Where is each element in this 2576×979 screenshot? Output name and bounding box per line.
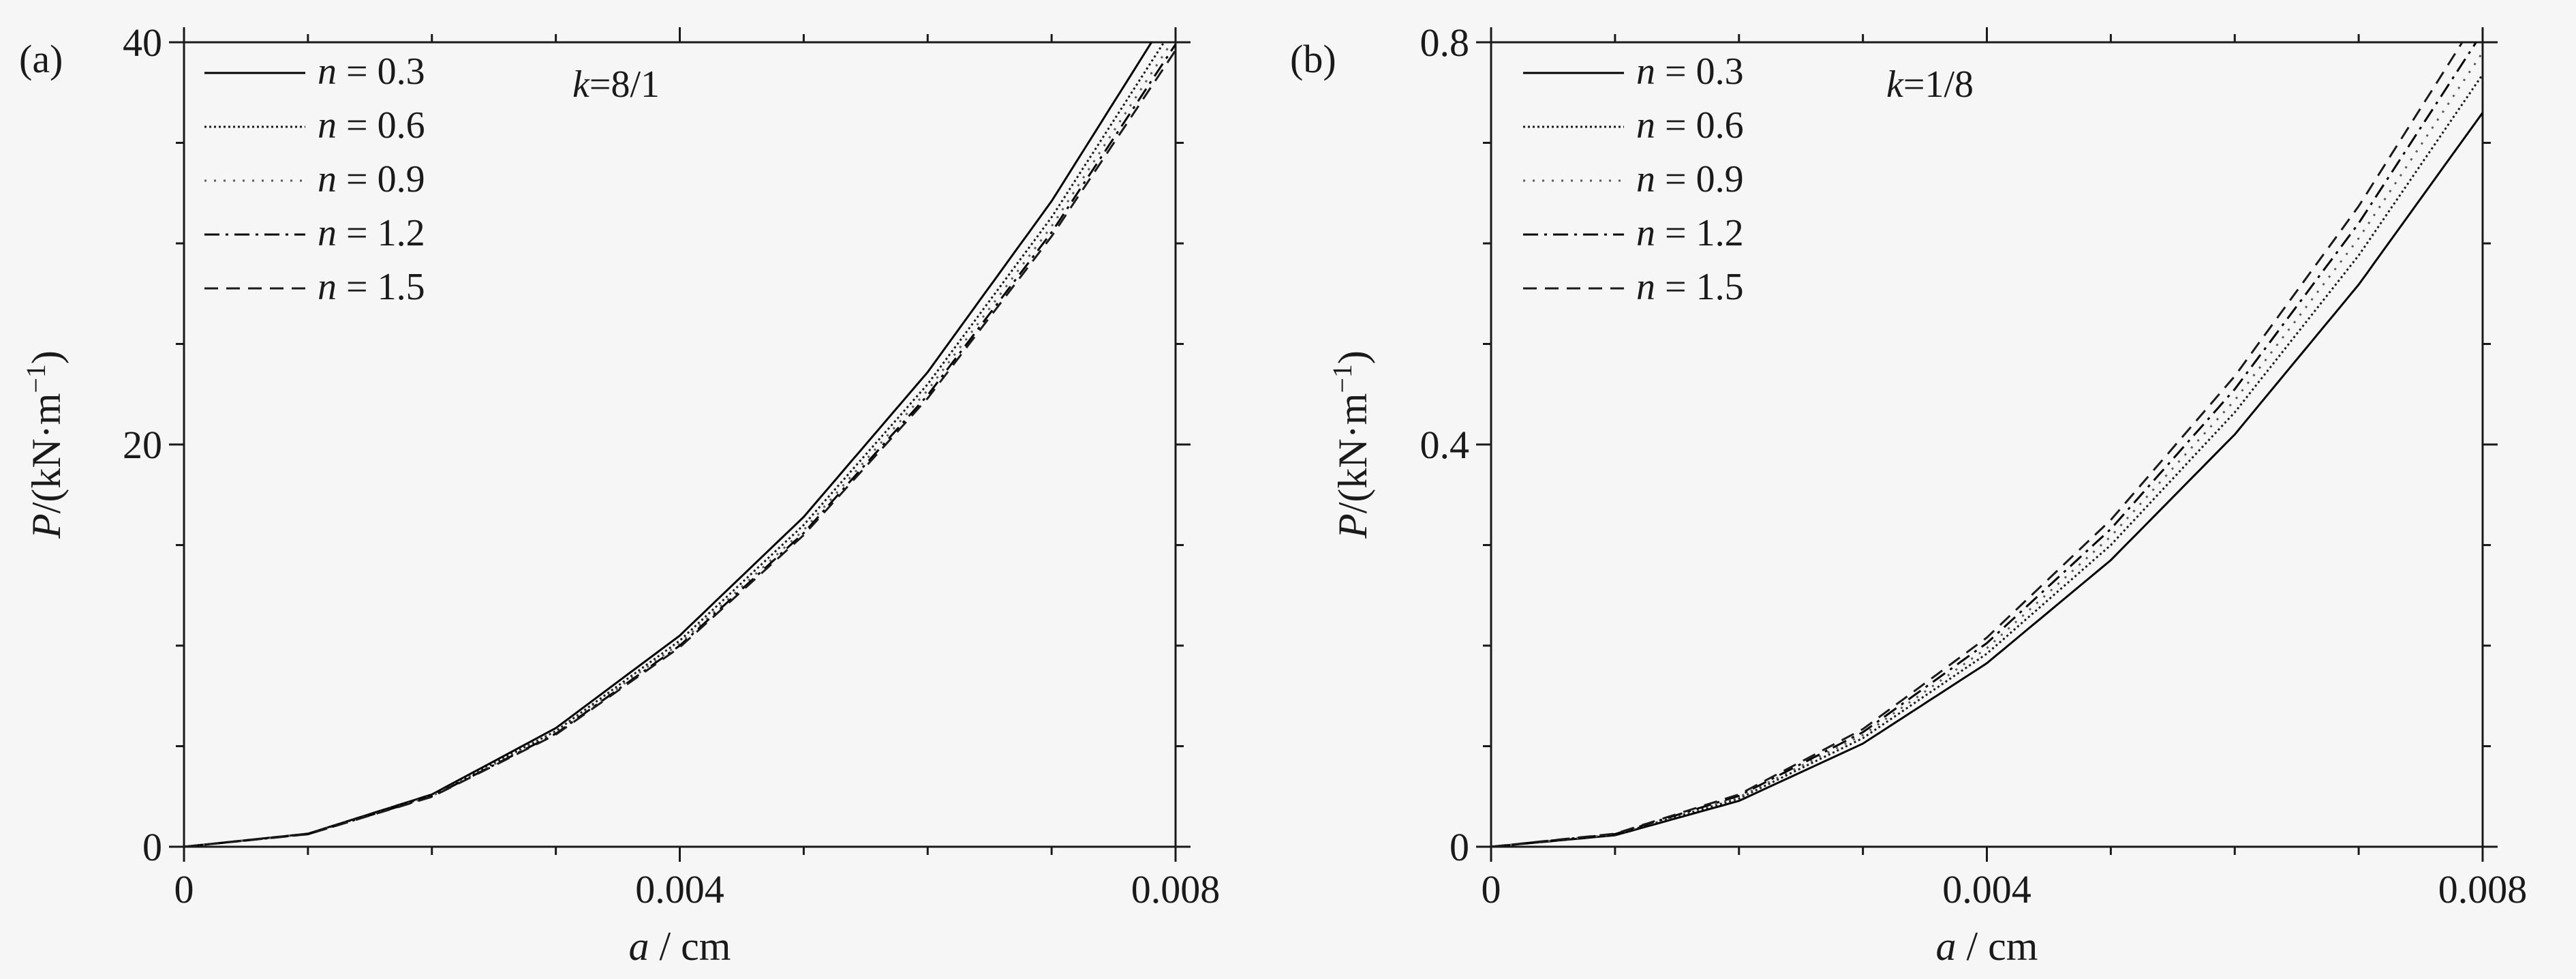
legend-value: 1.5	[1696, 266, 1744, 308]
y-tick-label: 0	[1450, 825, 1469, 869]
series-line-n-0-6	[184, 42, 1165, 847]
y-tick-label: 0.4	[1420, 423, 1470, 467]
y-tick-label: 0	[142, 825, 162, 869]
legend-entry: n = 1.2	[1636, 212, 1744, 254]
k-annotation-eq: =	[589, 63, 611, 106]
k-annotation-value: 8/1	[611, 63, 660, 106]
k-annotation-var: k	[572, 63, 590, 106]
x-axis-label-var: a	[1936, 924, 1957, 969]
legend-eq: =	[1655, 158, 1696, 200]
panel-label: (a)	[19, 37, 63, 81]
x-tick-label: 0.008	[2438, 867, 2528, 912]
legend-var: n	[318, 212, 337, 254]
x-axis-label-unit: / cm	[649, 924, 731, 969]
legend-entry: n = 0.3	[1636, 50, 1744, 93]
legend-entry: n = 0.9	[318, 158, 425, 200]
legend-value: 1.2	[378, 212, 425, 254]
x-axis-label-var: a	[629, 924, 649, 969]
curves-group	[1491, 42, 2483, 847]
legend-var: n	[1636, 266, 1655, 308]
y-tick-label: 20	[123, 423, 162, 467]
legend-value: 1.2	[1696, 212, 1744, 254]
legend-eq: =	[1655, 50, 1696, 93]
series-line-n-1-2	[1491, 42, 2478, 847]
legend-eq: =	[1655, 266, 1696, 308]
legend-var: n	[318, 50, 337, 93]
legend-entry: n = 1.5	[318, 266, 425, 308]
x-tick-label: 0	[174, 867, 194, 912]
legend-eq: =	[1655, 104, 1696, 147]
legend-value: 0.3	[1696, 50, 1744, 93]
legend-entry: n = 1.2	[318, 212, 425, 254]
y-axis-label: P/(kN·m−1)	[20, 350, 69, 539]
legend-eq: =	[337, 50, 378, 93]
x-tick-label: 0.004	[635, 867, 724, 912]
legend-eq: =	[337, 104, 378, 147]
k-annotation-eq: =	[1903, 63, 1925, 106]
legend-var: n	[318, 266, 337, 308]
legend-entry: n = 1.5	[1636, 266, 1744, 308]
legend-value: 1.5	[378, 266, 425, 308]
k-annotation-var: k	[1886, 63, 1904, 106]
series-line-n-0-3	[1491, 112, 2483, 847]
legend-value: 0.3	[378, 50, 425, 93]
x-axis-label: a / cm	[629, 924, 731, 969]
y-axis-label-unit: /(kN·m	[1330, 393, 1375, 514]
k-annotation: k=1/8	[1886, 63, 1974, 106]
series-line-n-1-5	[184, 49, 1176, 847]
legend-var: n	[1636, 50, 1655, 93]
series-line-n-1-2	[184, 44, 1176, 847]
legend-eq: =	[337, 158, 378, 200]
legend-var: n	[1636, 158, 1655, 200]
y-axis-label-sup: −1	[20, 364, 51, 393]
curves-group	[184, 42, 1176, 847]
legend-value: 0.6	[378, 104, 425, 147]
legend-eq: =	[337, 212, 378, 254]
y-axis-label-close: )	[1330, 350, 1375, 364]
k-annotation: k=8/1	[572, 63, 660, 106]
legend-var: n	[318, 158, 337, 200]
x-tick-label: 0	[1482, 867, 1501, 912]
series-line-n-0-9	[1491, 51, 2483, 847]
x-tick-label: 0.008	[1131, 867, 1221, 912]
legend-var: n	[1636, 212, 1655, 254]
y-axis-label: P/(kN·m−1)	[1327, 350, 1375, 539]
legend-value: 0.6	[1696, 104, 1744, 147]
x-tick-label: 0.004	[1942, 867, 2031, 912]
legend-entry: n = 0.6	[318, 104, 425, 147]
k-annotation-value: 1/8	[1925, 63, 1974, 106]
legend-var: n	[318, 104, 337, 147]
y-axis-label-var: P	[1330, 513, 1375, 539]
y-tick-label: 40	[123, 20, 162, 65]
y-tick-label: 0.8	[1420, 20, 1470, 65]
legend-entry: n = 0.9	[1636, 158, 1744, 200]
y-axis-label-close: )	[24, 350, 69, 364]
legend-eq: =	[1655, 212, 1696, 254]
legend-eq: =	[337, 266, 378, 308]
series-line-n-1-5	[1491, 42, 2464, 847]
y-axis-label-var: P	[24, 513, 69, 539]
x-axis-label: a / cm	[1936, 924, 2038, 969]
panel-label: (b)	[1290, 37, 1336, 81]
legend-entry: n = 0.6	[1636, 104, 1744, 147]
y-axis-label-unit: /(kN·m	[24, 393, 69, 514]
legend-entry: n = 0.3	[318, 50, 425, 93]
x-axis-label-unit: / cm	[1957, 924, 2038, 969]
y-axis-label-sup: −1	[1327, 364, 1358, 393]
legend-var: n	[1636, 104, 1655, 147]
legend-value: 0.9	[1696, 158, 1744, 200]
series-line-n-0-6	[1491, 74, 2483, 847]
legend-value: 0.9	[378, 158, 425, 200]
